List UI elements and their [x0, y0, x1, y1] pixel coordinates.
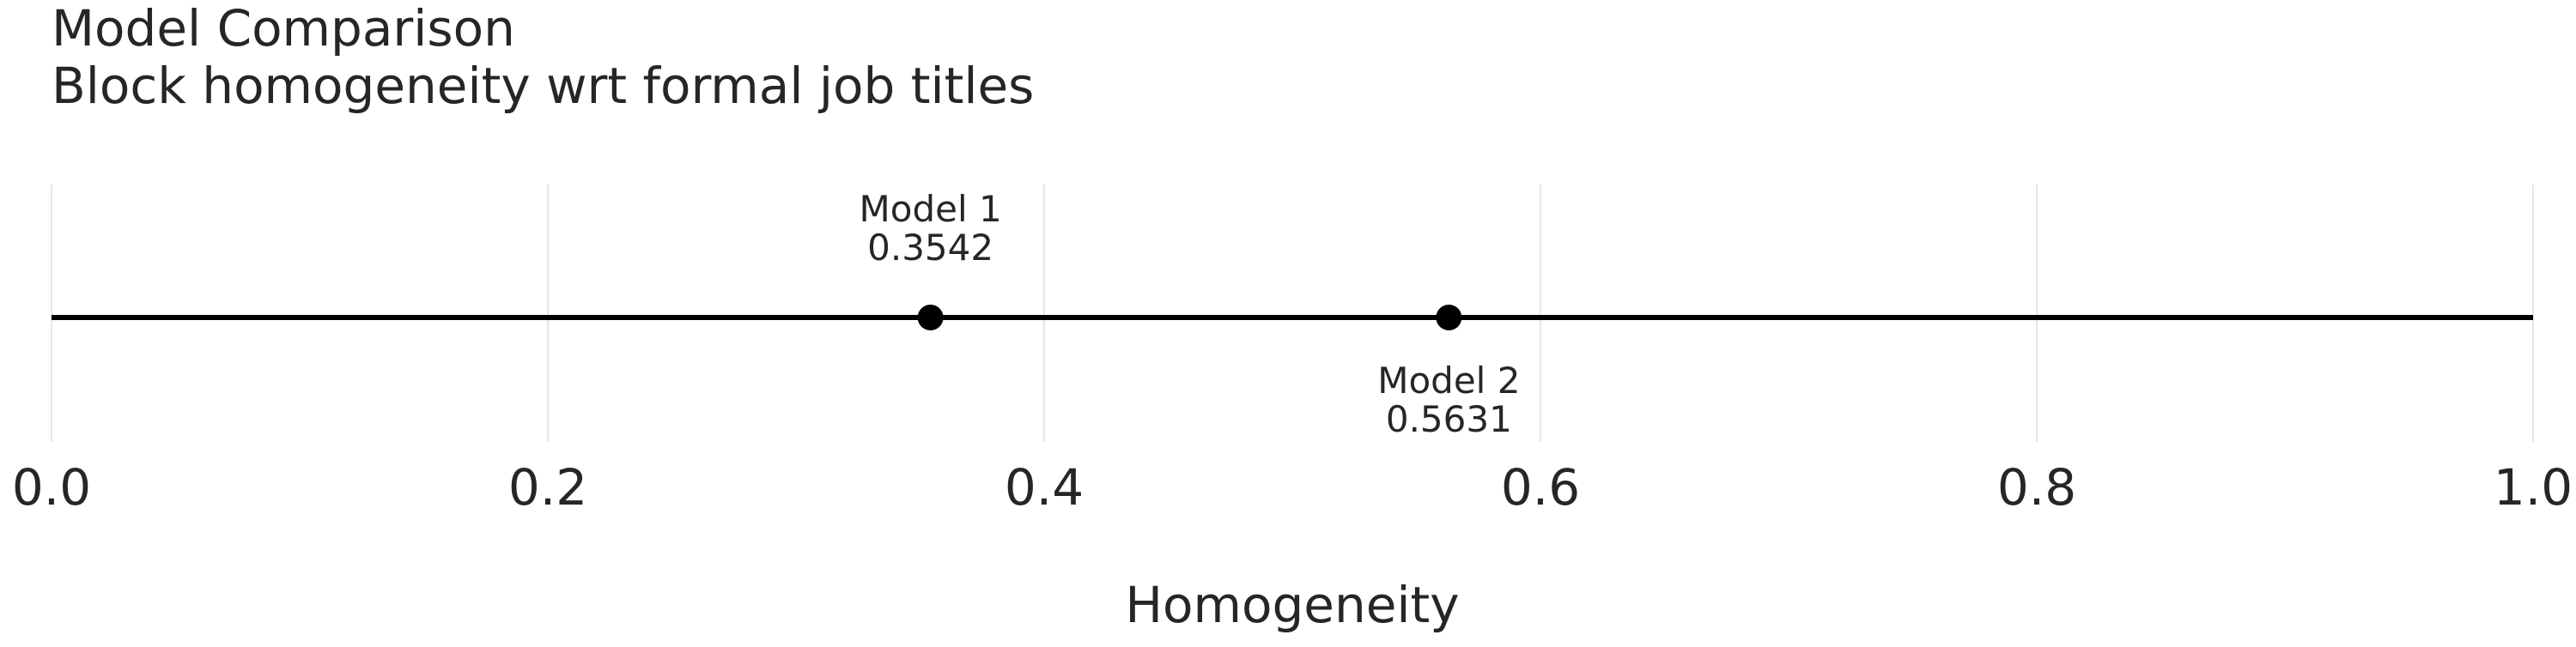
x-tick-label: 0.0 [12, 458, 91, 517]
data-label-value: 0.5631 [1386, 398, 1512, 440]
tick-label-layer: 0.0 0.2 0.4 0.6 0.8 1.0 [12, 458, 2573, 517]
data-point [1436, 305, 1462, 330]
data-label-name: Model 1 [860, 188, 1002, 230]
x-tick-label: 1.0 [2494, 458, 2573, 517]
chart-title: Model Comparison [52, 0, 515, 57]
data-label-name: Model 2 [1377, 360, 1520, 402]
grid-layer [51, 184, 2534, 442]
point-layer: Model 10.3542 Model 20.5631 [860, 188, 1521, 440]
x-axis-label: Homogeneity [1125, 576, 1459, 634]
data-label-value: 0.3542 [867, 227, 993, 269]
x-tick-label: 0.2 [508, 458, 587, 517]
chart-subtitle: Block homogeneity wrt formal job titles [52, 57, 1034, 115]
x-tick-label: 0.6 [1501, 458, 1580, 517]
x-tick-label: 0.4 [1005, 458, 1084, 517]
x-tick-label: 0.8 [1997, 458, 2076, 517]
data-point [917, 305, 944, 330]
